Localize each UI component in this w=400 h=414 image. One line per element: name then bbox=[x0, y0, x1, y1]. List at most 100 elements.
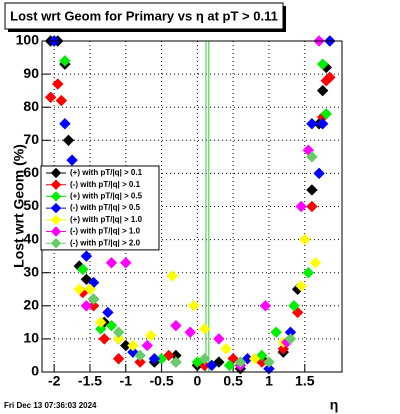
data-point bbox=[223, 359, 236, 372]
y-tick-label: 10 bbox=[23, 330, 39, 346]
data-point bbox=[95, 323, 107, 335]
y-tick-label: 70 bbox=[23, 131, 39, 147]
data-point bbox=[59, 55, 71, 67]
data-point bbox=[256, 349, 268, 362]
legend-marker bbox=[50, 237, 62, 249]
data-point bbox=[95, 316, 107, 329]
data-point bbox=[170, 356, 182, 368]
data-point bbox=[306, 200, 318, 213]
legend-marker bbox=[50, 202, 62, 214]
data-point bbox=[127, 346, 139, 358]
data-point bbox=[284, 333, 297, 345]
data-point bbox=[141, 339, 153, 352]
data-point bbox=[127, 339, 139, 352]
data-point bbox=[295, 280, 307, 292]
data-point bbox=[134, 349, 146, 362]
data-point bbox=[112, 326, 125, 338]
title-box bbox=[4, 2, 284, 30]
data-point bbox=[213, 333, 225, 345]
data-point bbox=[313, 167, 325, 180]
x-tick-label: -0.5 bbox=[150, 373, 174, 389]
chart-title: Lost wrt Geom for Primary vs η at pT > 0… bbox=[10, 8, 278, 23]
legend-label: (+) with pT/|q| > 0.1 bbox=[70, 168, 143, 177]
y-tick-label: 0 bbox=[31, 363, 39, 379]
legend-label: (+) with pT/|q| > 1.0 bbox=[70, 215, 143, 224]
y-tick-label: 100 bbox=[16, 32, 40, 48]
data-point bbox=[52, 78, 64, 90]
x-tick-label: -1.5 bbox=[78, 373, 102, 389]
x-tick-label: -1 bbox=[120, 373, 133, 389]
data-point bbox=[112, 353, 125, 365]
data-point bbox=[184, 326, 196, 338]
data-point bbox=[102, 306, 114, 319]
data-point bbox=[44, 91, 57, 103]
data-point bbox=[309, 257, 322, 269]
data-point bbox=[112, 333, 125, 345]
data-point bbox=[263, 362, 275, 375]
y-tick-label: 30 bbox=[23, 263, 39, 279]
data-point bbox=[73, 283, 85, 295]
data-point bbox=[134, 356, 146, 368]
data-point bbox=[62, 134, 75, 147]
data-point bbox=[263, 356, 275, 368]
data-point bbox=[87, 293, 100, 305]
data-point bbox=[98, 333, 110, 345]
data-point bbox=[105, 257, 118, 269]
data-point bbox=[84, 283, 96, 295]
legend-marker bbox=[50, 179, 62, 190]
data-point bbox=[77, 263, 89, 276]
data-point bbox=[145, 329, 157, 342]
x-tick-label: 0 bbox=[193, 373, 201, 389]
data-point bbox=[188, 300, 200, 312]
data-point bbox=[148, 353, 161, 365]
data-point bbox=[306, 184, 318, 196]
data-point bbox=[80, 300, 93, 312]
data-point bbox=[55, 94, 68, 107]
legend-label: (-) with pT/|q| > 2.0 bbox=[70, 238, 141, 247]
data-point bbox=[288, 300, 300, 312]
data-point bbox=[205, 359, 218, 372]
x-tick-label: 1.5 bbox=[295, 373, 315, 389]
data-point bbox=[170, 319, 182, 332]
data-point bbox=[166, 270, 179, 282]
x-axis-label: η bbox=[330, 397, 339, 413]
data-point bbox=[80, 250, 93, 262]
y-tick-label: 20 bbox=[23, 297, 39, 313]
x-tick-label: 1 bbox=[265, 373, 273, 389]
legend-marker bbox=[50, 214, 62, 226]
legend-label: (-) with pT/|q| > 1.0 bbox=[70, 227, 141, 236]
y-tick-label: 60 bbox=[23, 164, 39, 180]
x-tick-label: 0.5 bbox=[223, 373, 243, 389]
data-point bbox=[316, 118, 329, 130]
legend-marker bbox=[50, 191, 62, 202]
x-tick-label: -2 bbox=[48, 373, 61, 389]
data-point bbox=[198, 353, 211, 365]
data-point bbox=[198, 323, 211, 335]
data-point bbox=[320, 108, 332, 120]
footer-date: Fri Dec 13 07:36:03 2024 bbox=[4, 401, 97, 410]
data-point bbox=[220, 343, 232, 355]
legend-label: (-) with pT/|q| > 0.5 bbox=[70, 203, 141, 212]
y-axis-label: Lost wrt Geom (%) bbox=[11, 144, 27, 268]
data-point bbox=[316, 58, 329, 70]
legend-label: (+) with pT/|q| > 0.5 bbox=[70, 192, 143, 201]
y-tick-label: 40 bbox=[23, 230, 39, 246]
y-tick-label: 90 bbox=[23, 65, 39, 81]
data-point bbox=[270, 326, 282, 338]
y-tick-label: 80 bbox=[23, 98, 39, 114]
data-point bbox=[120, 257, 132, 269]
legend-label: (-) with pT/|q| > 0.1 bbox=[70, 180, 141, 189]
data-point bbox=[59, 118, 71, 130]
data-point bbox=[324, 71, 336, 84]
data-point bbox=[295, 200, 307, 213]
legend-marker bbox=[50, 167, 62, 179]
data-point bbox=[306, 118, 318, 130]
data-point bbox=[259, 300, 272, 312]
data-point bbox=[299, 233, 311, 246]
y-tick-label: 50 bbox=[23, 197, 39, 213]
data-point bbox=[302, 266, 315, 279]
data-point bbox=[66, 154, 78, 166]
data-point bbox=[163, 349, 175, 362]
data-point bbox=[105, 319, 118, 332]
